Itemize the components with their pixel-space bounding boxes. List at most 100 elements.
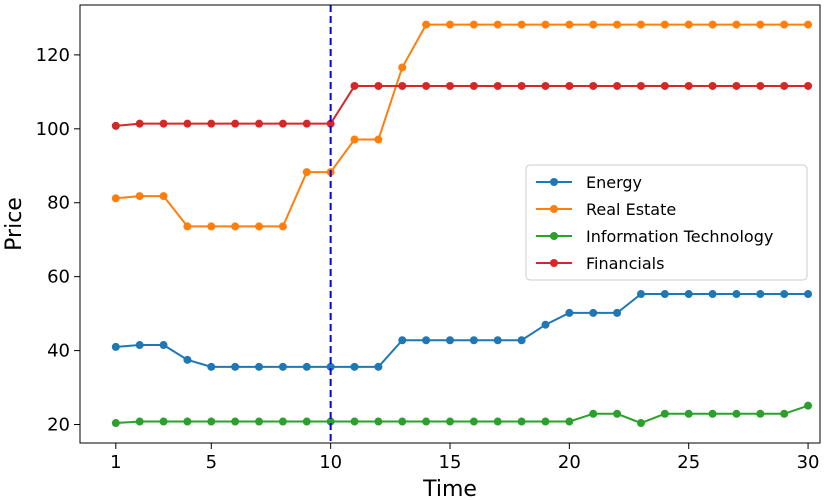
data-point [804, 81, 813, 90]
data-point [326, 362, 335, 371]
data-point [541, 417, 550, 426]
data-point [780, 409, 789, 418]
data-point [398, 417, 407, 426]
legend-label: Energy [586, 173, 642, 192]
data-point [469, 336, 478, 345]
data-point [255, 119, 264, 128]
data-point [374, 362, 383, 371]
data-point [684, 409, 693, 418]
data-point [446, 81, 454, 90]
data-point [469, 20, 478, 29]
legend-marker [550, 259, 558, 267]
data-point [183, 222, 192, 231]
data-point [565, 417, 574, 426]
data-point [374, 81, 383, 90]
data-point [159, 341, 168, 350]
data-point [756, 81, 765, 90]
data-point [326, 417, 335, 426]
data-point [255, 362, 264, 371]
legend-marker [550, 232, 558, 240]
plot-area [111, 5, 813, 443]
series-financials [111, 81, 813, 130]
data-point [446, 336, 454, 345]
data-point [278, 362, 287, 371]
x-axis-label: Time [422, 477, 477, 500]
data-point [732, 81, 741, 90]
series-line [115, 84, 809, 127]
y-tick-label: 20 [47, 415, 70, 436]
data-point [231, 417, 240, 426]
data-point [350, 81, 359, 90]
data-point [302, 362, 311, 371]
data-point [804, 20, 813, 29]
data-point [135, 192, 144, 201]
data-point [780, 20, 789, 29]
data-point [255, 417, 264, 426]
data-point [255, 222, 264, 231]
x-tick-label: 1 [110, 452, 121, 473]
y-axis-label: Price [2, 197, 27, 251]
data-point [135, 417, 144, 426]
data-point [111, 419, 120, 428]
legend-box [525, 164, 808, 281]
y-tick-label: 40 [47, 341, 70, 362]
legend-item: Real Estate [536, 200, 676, 219]
legend-label: Information Technology [586, 227, 773, 246]
data-point [589, 308, 598, 317]
data-point [708, 20, 717, 29]
data-point [207, 417, 216, 426]
data-point [398, 63, 407, 72]
legend-item: Information Technology [536, 227, 773, 246]
data-point [493, 417, 502, 426]
data-point [636, 20, 645, 29]
data-point [446, 417, 454, 426]
series-information-technology [111, 401, 813, 428]
data-point [326, 119, 335, 128]
x-tick-label: 25 [677, 452, 700, 473]
data-point [493, 81, 502, 90]
y-tick-label: 120 [36, 45, 70, 66]
data-point [541, 81, 550, 90]
data-point [207, 222, 216, 231]
data-point [684, 290, 693, 299]
series-energy [111, 290, 813, 371]
data-point [278, 119, 287, 128]
data-point [756, 20, 765, 29]
data-point [613, 20, 622, 29]
data-point [589, 20, 598, 29]
data-point [469, 417, 478, 426]
data-point [422, 336, 431, 345]
data-point [589, 409, 598, 418]
data-point [565, 308, 574, 317]
data-point [541, 20, 550, 29]
data-point [183, 417, 192, 426]
data-point [111, 342, 120, 351]
data-point [278, 417, 287, 426]
data-point [159, 417, 168, 426]
data-point [278, 222, 287, 231]
data-point [111, 194, 120, 203]
data-point [135, 119, 144, 128]
data-point [660, 409, 669, 418]
x-tick-label: 30 [797, 452, 820, 473]
data-point [159, 119, 168, 128]
legend-item: Energy [536, 173, 642, 192]
data-point [231, 222, 240, 231]
data-point [159, 192, 168, 201]
legend: Energy Real Estate Information Technology F… [525, 164, 808, 281]
data-point [708, 81, 717, 90]
data-point [804, 401, 813, 410]
data-point [660, 81, 669, 90]
data-point [708, 409, 717, 418]
data-point [565, 20, 574, 29]
series-line [115, 404, 809, 425]
data-point [684, 81, 693, 90]
data-point [517, 20, 526, 29]
legend-label: Real Estate [586, 200, 676, 219]
data-point [422, 20, 431, 29]
data-point [422, 417, 431, 426]
data-point [756, 409, 765, 418]
data-point [422, 81, 431, 90]
